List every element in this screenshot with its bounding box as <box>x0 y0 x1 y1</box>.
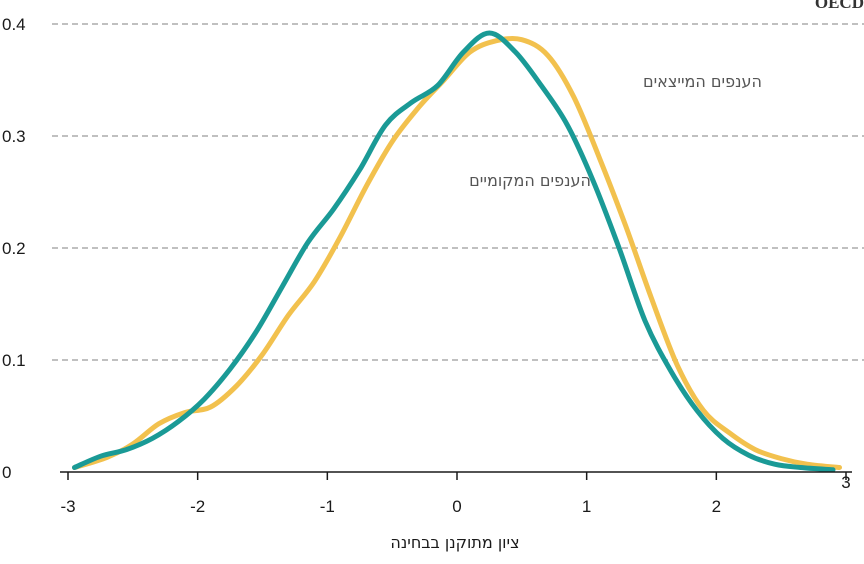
series-line-local <box>72 30 836 473</box>
series-lines <box>72 30 842 473</box>
grid-lines <box>52 23 864 361</box>
x-axis-title: ציון מתוקנן בבחינה <box>390 533 519 552</box>
label-exporting-branches: הענפים המייצאים <box>643 72 762 91</box>
x-tick-label: 2 <box>712 497 721 516</box>
y-tick-label: 0.2 <box>2 239 26 258</box>
corner-text: OECD <box>815 0 864 12</box>
x-tick-label: 1 <box>582 497 591 516</box>
y-tick-label: 0.3 <box>2 127 26 146</box>
x-tick-label: -3 <box>60 497 75 516</box>
label-local-branches: הענפים המקומיים <box>469 171 591 190</box>
x-tick-label: -1 <box>320 497 335 516</box>
series-line-exporting <box>72 35 842 470</box>
y-tick-label: 0.4 <box>2 15 26 34</box>
y-axis-ticks: 0 0.1 0.2 0.3 0.4 <box>2 15 26 482</box>
y-tick-label: 0.1 <box>2 351 26 370</box>
x-tick-label: -2 <box>190 497 205 516</box>
x-axis-ticks: -3 -2 -1 0 1 2 3 <box>60 472 851 516</box>
y-tick-label: 0 <box>2 463 11 482</box>
x-tick-label: 0 <box>452 497 461 516</box>
x-tick-label: 3 <box>841 473 850 492</box>
